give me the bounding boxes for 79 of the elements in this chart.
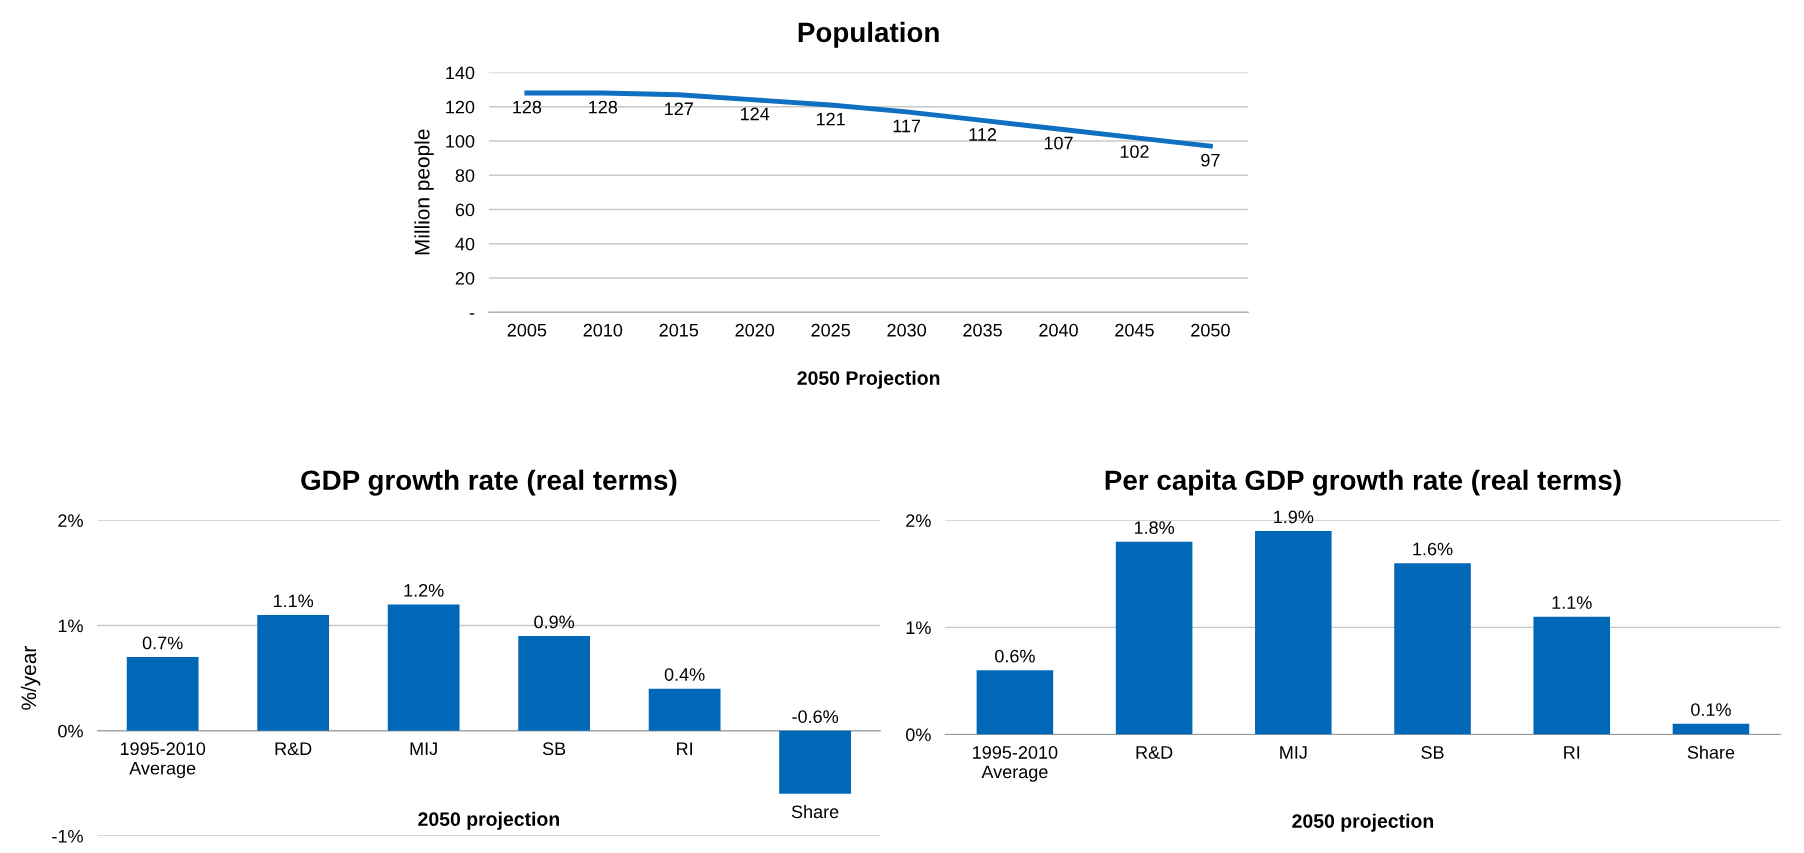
data-label: 1.9% [1274, 510, 1314, 524]
data-label: 0.1% [1691, 703, 1731, 716]
x-tick-label: 2010 [583, 323, 623, 337]
y-tick-label: 60 [455, 203, 475, 217]
x-tick-label: Share [1687, 745, 1735, 759]
bar [1394, 563, 1471, 735]
data-label: 0.9% [534, 615, 575, 629]
x-tick-label: 2045 [1115, 323, 1154, 337]
x-axis-title: 2050 projection [1292, 813, 1434, 832]
y-axis-title: %/year [20, 646, 41, 710]
y-tick-label: 80 [455, 169, 475, 182]
y-axis-title: Million people [414, 129, 434, 255]
data-label: 102 [1120, 145, 1149, 159]
x-tick-label: 1995-2010 Average [973, 746, 1058, 782]
x-tick-label: 2025 [811, 323, 850, 337]
data-label: 0.4% [664, 668, 705, 681]
y-tick-label: 1% [58, 619, 83, 633]
data-label: 128 [589, 100, 618, 114]
bar [126, 657, 199, 731]
x-tick-label: Share [791, 804, 839, 819]
data-label: 117 [893, 119, 921, 133]
y-tick-label: 1% [906, 621, 931, 635]
x-tick-label: 2020 [735, 323, 775, 337]
data-label: 107 [1044, 136, 1073, 150]
x-tick-label: 2030 [887, 323, 926, 337]
x-tick-label: MIJ [410, 742, 437, 756]
x-tick-label: 2015 [659, 323, 699, 337]
bar [648, 688, 721, 731]
x-tick-label: SB [542, 742, 566, 756]
x-tick-label: MIJ [1280, 746, 1307, 759]
bar [1255, 531, 1332, 735]
x-tick-label: 2040 [1039, 323, 1078, 337]
y-tick-label: 2% [58, 514, 83, 527]
data-label: 128 [513, 100, 542, 114]
y-tick-label: 40 [455, 237, 475, 251]
bar [1672, 723, 1750, 735]
x-tick-label: 2035 [963, 323, 1002, 337]
data-label: 0.6% [995, 649, 1035, 663]
y-tick-label: - [469, 313, 475, 315]
data-label: 1.2% [404, 583, 444, 597]
bar [1115, 541, 1193, 735]
x-tick-label: 2050 [1191, 323, 1230, 337]
x-tick-label: SB [1421, 746, 1444, 759]
bar [257, 615, 330, 731]
bar [1533, 616, 1611, 735]
data-label: 124 [741, 107, 770, 121]
data-label: 1.1% [273, 594, 314, 608]
y-tick-label: 2% [906, 514, 931, 527]
data-label: 121 [816, 112, 845, 126]
data-label: 1.1% [1552, 596, 1592, 609]
y-tick-label: 0% [58, 724, 83, 738]
x-tick-label: 2005 [507, 323, 547, 337]
chart-title: Population [798, 21, 939, 48]
x-tick-label: RI [1564, 746, 1580, 759]
y-tick-label: -1% [52, 829, 83, 843]
bar [779, 730, 851, 794]
x-tick-label: R&D [275, 742, 312, 756]
x-axis-title: 2050 Projection [797, 370, 940, 389]
chart-title: Per capita GDP growth rate (real terms) [1105, 469, 1621, 496]
data-label: 97 [1201, 153, 1220, 167]
bar [518, 636, 591, 731]
x-tick-label: R&D [1136, 746, 1173, 759]
data-label: 112 [969, 128, 997, 141]
y-tick-label: 140 [446, 66, 475, 80]
data-label: 1.8% [1134, 521, 1175, 534]
x-axis-title: 2050 projection [418, 811, 560, 830]
bar [976, 670, 1054, 735]
x-tick-label: 1995-2010 Average [120, 742, 206, 779]
data-label: 127 [665, 102, 693, 116]
y-tick-label: 20 [455, 271, 475, 285]
chart-title: GDP growth rate (real terms) [301, 469, 677, 496]
x-tick-label: RI [677, 742, 692, 755]
data-label: 0.7% [142, 636, 183, 650]
y-tick-label: 100 [446, 134, 475, 148]
data-label: 1.6% [1413, 542, 1453, 556]
y-tick-label: 120 [446, 100, 475, 114]
data-label: -0.6% [792, 710, 839, 723]
y-tick-label: 0% [906, 728, 931, 742]
bar [387, 604, 460, 731]
